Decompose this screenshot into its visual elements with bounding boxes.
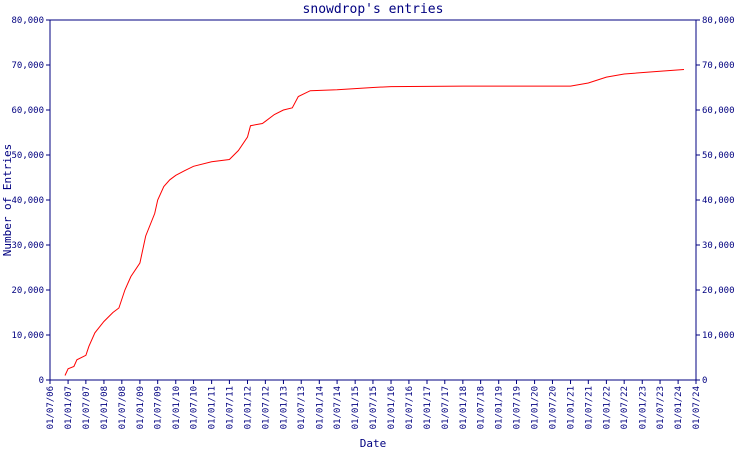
y-axis-title: Number of Entries [1, 144, 14, 257]
x-tick-label: 01/01/07 [64, 386, 74, 429]
x-tick-label: 01/01/23 [638, 386, 648, 429]
x-tick-label: 01/07/11 [225, 386, 235, 429]
y2-tick-label: 60,000 [702, 106, 735, 116]
y2-tick-label: 80,000 [702, 16, 735, 26]
y-tick-label: 0 [39, 376, 44, 386]
x-tick-label: 01/07/18 [477, 386, 487, 429]
y2-tick-label: 30,000 [702, 241, 735, 251]
x-tick-label: 01/01/24 [674, 386, 684, 429]
y-tick-label: 70,000 [11, 61, 44, 71]
y-tick-label: 20,000 [11, 286, 44, 296]
y2-tick-label: 0 [702, 376, 707, 386]
x-tick-label: 01/07/24 [692, 386, 702, 429]
x-tick-label: 01/01/10 [172, 386, 182, 429]
y-tick-label: 40,000 [11, 196, 44, 206]
x-tick-label: 01/07/08 [118, 386, 128, 429]
x-tick-label: 01/07/17 [441, 386, 451, 429]
y-tick-label: 30,000 [11, 241, 44, 251]
x-tick-label: 01/07/10 [190, 386, 200, 429]
x-tick-label: 01/07/12 [261, 386, 271, 429]
x-tick-label: 01/01/09 [136, 386, 146, 429]
x-tick-label: 01/07/19 [512, 386, 522, 429]
y-tick-label: 10,000 [11, 331, 44, 341]
plot-frame [49, 19, 697, 381]
x-tick-label: 01/07/13 [297, 386, 307, 429]
x-tick-label: 01/07/21 [584, 386, 594, 429]
x-tick-label: 01/01/19 [495, 386, 505, 429]
x-tick-label: 01/07/09 [154, 386, 164, 429]
x-tick-label: 01/07/06 [46, 386, 56, 429]
y2-tick-label: 10,000 [702, 331, 735, 341]
y-tick-label: 50,000 [11, 151, 44, 161]
x-tick-label: 01/07/23 [656, 386, 666, 429]
x-tick-label: 01/07/15 [369, 386, 379, 429]
x-tick-label: 01/07/22 [620, 386, 630, 429]
x-tick-label: 01/07/16 [405, 386, 415, 429]
x-tick-label: 01/07/20 [548, 386, 558, 429]
y-tick-label: 80,000 [11, 16, 44, 26]
y2-tick-label: 70,000 [702, 61, 735, 71]
x-tick-label: 01/01/20 [531, 386, 541, 429]
x-tick-label: 01/01/21 [567, 386, 577, 429]
x-tick-label: 01/01/14 [315, 386, 325, 429]
x-tick-label: 01/01/22 [602, 386, 612, 429]
x-tick-label: 01/07/14 [333, 386, 343, 429]
x-tick-label: 01/01/12 [243, 386, 253, 429]
y2-tick-label: 40,000 [702, 196, 735, 206]
x-tick-label: 01/01/15 [351, 386, 361, 429]
x-axis-title: Date [360, 437, 387, 450]
x-tick-label: 01/01/08 [100, 386, 110, 429]
chart-title: snowdrop's entries [303, 2, 444, 17]
x-tick-label: 01/07/07 [82, 386, 92, 429]
x-tick-label: 01/01/16 [387, 386, 397, 429]
x-tick-label: 01/01/11 [208, 386, 218, 429]
x-tick-label: 01/01/17 [423, 386, 433, 429]
data-line [64, 69, 685, 376]
y2-tick-label: 20,000 [702, 286, 735, 296]
x-tick-label: 01/01/18 [459, 386, 469, 429]
y2-tick-label: 50,000 [702, 151, 735, 161]
y-tick-label: 60,000 [11, 106, 44, 116]
x-tick-label: 01/01/13 [279, 386, 289, 429]
